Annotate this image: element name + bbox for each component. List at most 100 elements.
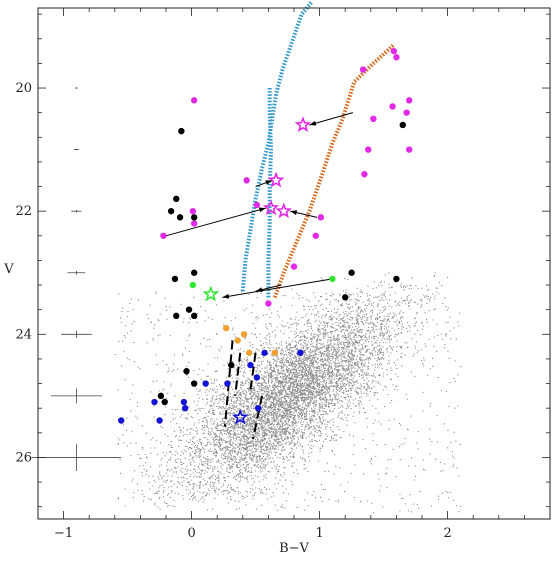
point-black (183, 368, 190, 375)
point-magenta (389, 103, 396, 110)
point-magenta (317, 214, 325, 221)
point-black (228, 361, 235, 369)
arrow-head (258, 207, 266, 213)
point-black (167, 207, 175, 215)
point-black (161, 398, 168, 406)
point-black (185, 306, 193, 313)
arrow-head (309, 120, 317, 126)
point-blue (202, 380, 209, 387)
point-blue (224, 380, 231, 387)
dashed-line (249, 352, 257, 390)
point-magenta (312, 232, 319, 239)
error-bar (50, 388, 102, 404)
point-magenta (370, 115, 377, 123)
point-magenta (189, 207, 197, 215)
point-black (190, 214, 198, 221)
x-tick-label: 0 (187, 526, 195, 541)
point-blue (297, 349, 304, 356)
point-orange (222, 324, 230, 332)
arrow-head (265, 180, 273, 185)
point-magenta (160, 232, 167, 239)
point-magenta (290, 263, 298, 270)
arrow (309, 112, 354, 126)
point-magenta (365, 146, 372, 153)
x-tick-label: −1 (54, 526, 73, 541)
star-marker-magenta (267, 171, 285, 188)
point-black (190, 312, 198, 320)
point-black (178, 127, 185, 135)
dashed-line (234, 352, 242, 396)
point-black (348, 269, 355, 276)
point-blue (182, 404, 189, 412)
isochrone-line (272, 43, 396, 299)
point-black (342, 294, 349, 301)
error-bar (61, 330, 92, 338)
arrow (222, 278, 333, 299)
x-axis-label: B−V (279, 541, 309, 556)
axes: −1 0 1 2 20 22 24 26 (15, 8, 551, 541)
point-black (173, 312, 180, 320)
isochrones (240, 0, 396, 299)
point-black (173, 195, 180, 203)
error-bars (31, 87, 122, 471)
point-black (171, 275, 179, 283)
arrow-head (222, 293, 230, 299)
point-magenta (243, 177, 250, 184)
point-magenta (190, 220, 198, 227)
point-green (189, 281, 197, 289)
y-tick-label: 24 (15, 327, 32, 342)
arrow (255, 284, 282, 293)
point-black (190, 380, 198, 387)
point-blue (151, 398, 158, 406)
star-marker-magenta (294, 116, 312, 132)
point-magenta (393, 54, 400, 61)
arrow-shaft (222, 278, 333, 298)
error-bar (71, 209, 82, 213)
star-marker-magenta (262, 199, 280, 216)
point-orange (246, 349, 253, 356)
arrow-head (290, 210, 298, 215)
point-blue (118, 417, 125, 424)
point-blue (156, 417, 163, 424)
point-magenta (403, 109, 410, 116)
point-magenta (253, 201, 261, 209)
error-bar (73, 148, 79, 151)
star-markers (202, 116, 312, 425)
arrow (165, 207, 266, 237)
arrow-shaft (309, 112, 354, 126)
point-blue (180, 398, 188, 406)
point-black (399, 121, 406, 129)
point-magenta (406, 146, 413, 153)
point-orange (240, 331, 248, 338)
error-bar (75, 87, 78, 89)
point-blue (253, 374, 261, 381)
point-orange (234, 337, 241, 344)
y-axis-label: V (3, 262, 14, 277)
y-tick-label: 26 (15, 450, 32, 465)
point-black (393, 275, 400, 283)
point-magenta (361, 171, 368, 178)
x-tick-label: 1 (315, 526, 323, 541)
isochrone-line (240, 0, 314, 292)
dashed-line (252, 395, 263, 440)
star-marker-magenta (275, 202, 293, 219)
arrow (290, 210, 318, 218)
star-marker-green (202, 285, 220, 302)
point-black (157, 392, 165, 400)
arrow-head (255, 287, 263, 293)
point-magenta (390, 47, 398, 55)
error-bar (31, 443, 122, 471)
point-blue (254, 404, 262, 412)
star-marker-blue (231, 408, 249, 425)
point-black (190, 269, 198, 276)
point-magenta (406, 97, 413, 104)
arrow (255, 179, 273, 188)
point-magenta (190, 97, 198, 104)
y-tick-label: 20 (15, 81, 32, 96)
point-blue (261, 349, 268, 356)
point-black (176, 214, 184, 221)
y-tick-label: 22 (15, 204, 32, 219)
point-magenta (265, 300, 272, 307)
arrow-shaft (165, 207, 266, 237)
